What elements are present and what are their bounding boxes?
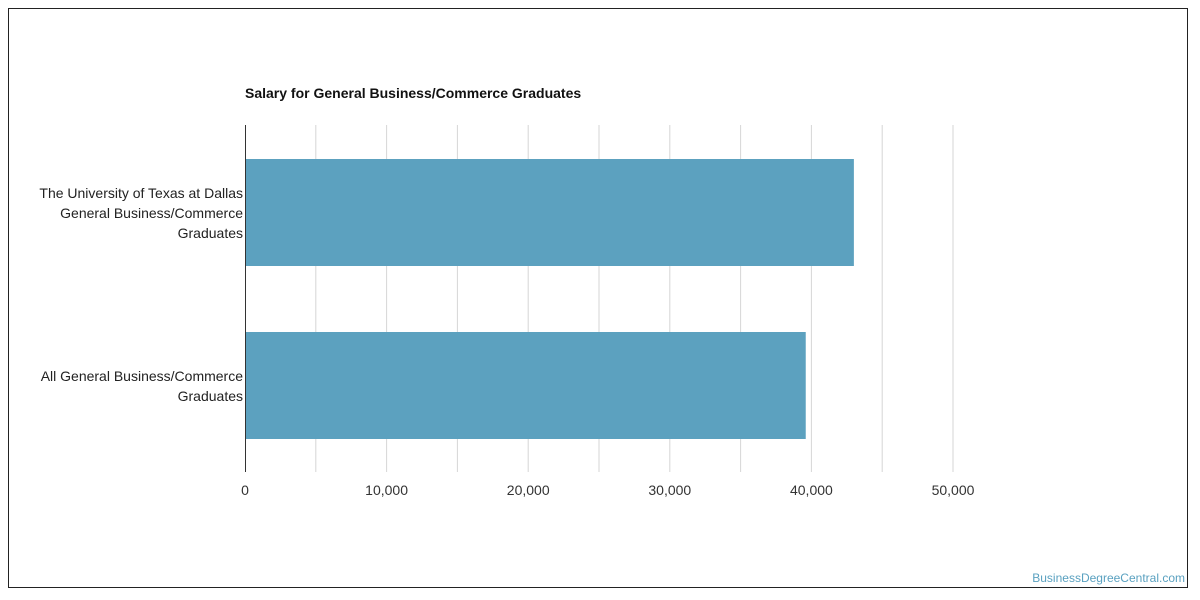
- bar-0: [245, 159, 854, 266]
- chart-frame: [8, 8, 1188, 588]
- x-tick-label: 50,000: [932, 482, 975, 498]
- x-tick-label: 0: [241, 482, 249, 498]
- chart-title: Salary for General Business/Commerce Gra…: [245, 85, 582, 101]
- category-label-line: All General Business/Commerce: [40, 367, 243, 384]
- watermark[interactable]: BusinessDegreeCentral.com: [1032, 571, 1185, 585]
- category-label-line: The University of Texas at Dallas: [39, 184, 243, 201]
- x-tick-label: 10,000: [365, 482, 408, 498]
- category-label: All General Business/Commerce Graduates: [8, 366, 243, 406]
- x-tick-label: 40,000: [790, 482, 833, 498]
- category-label-line: Graduates: [177, 224, 243, 241]
- x-tick-label: 30,000: [648, 482, 691, 498]
- category-label: The University of Texas at Dallas General…: [8, 183, 243, 243]
- x-tick-label: 20,000: [507, 482, 550, 498]
- category-label-line: General Business/Commerce: [60, 204, 243, 221]
- category-label-line: Graduates: [177, 387, 243, 404]
- bar-1: [245, 332, 806, 439]
